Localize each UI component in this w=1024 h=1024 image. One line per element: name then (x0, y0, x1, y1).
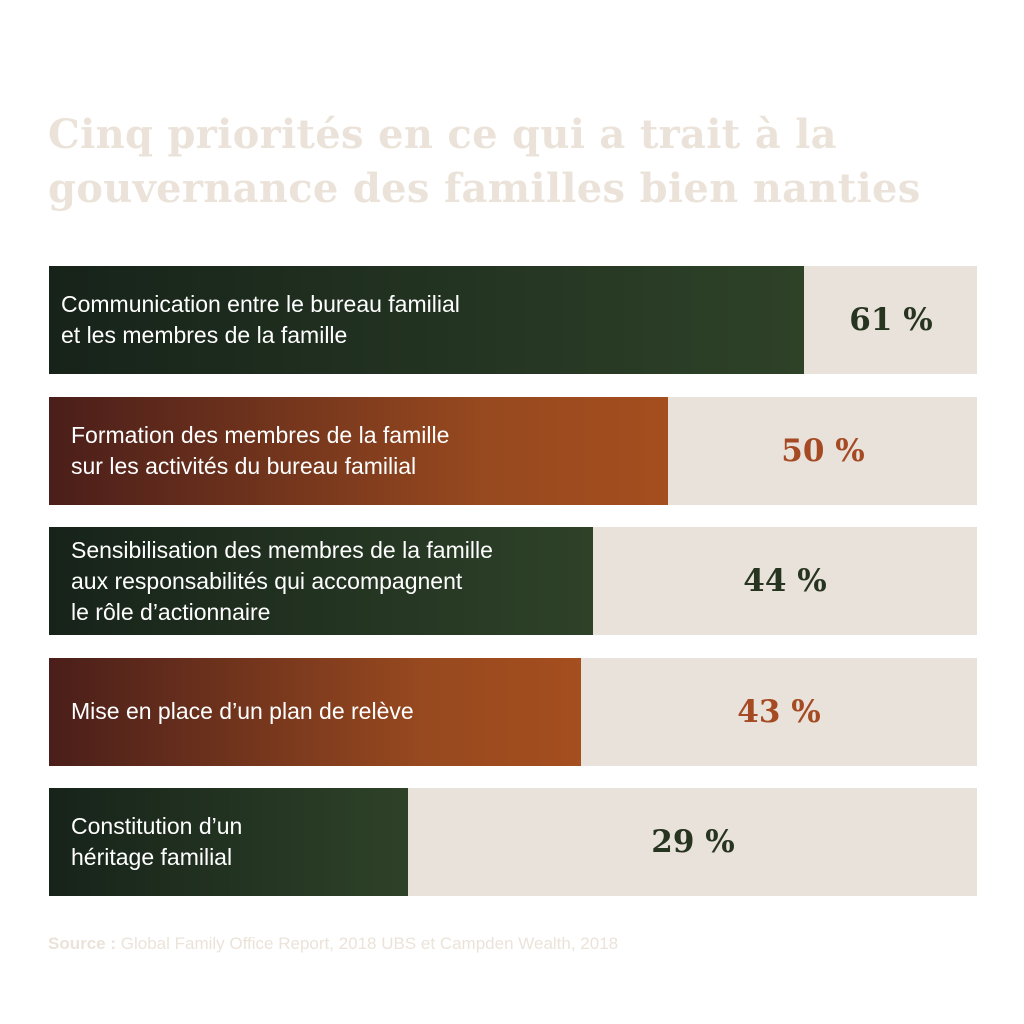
bar-category-label-line: Formation des membres de la famille (71, 421, 450, 448)
bar-category-label-line: le rôle d’actionnaire (71, 598, 271, 625)
chart-title-line-2: gouvernance des familles bien nanties (48, 165, 921, 212)
bar-value-label: 29 % (651, 824, 735, 860)
bar (49, 657, 581, 766)
bar (49, 266, 804, 374)
bar-row: Constitution d’un héritage familial 29 % (49, 788, 977, 896)
bar-category-label: Constitution d’un héritage familial (49, 788, 631, 896)
bar-value-label: 43 % (737, 693, 821, 730)
chart-title-line-1: Cinq priorités en ce qui a trait à la (48, 111, 837, 158)
chart-title: Cinq priorités en ce qui a trait à la go… (48, 108, 988, 216)
bar-category-label: Communication entre le bureau familial et… (49, 266, 621, 374)
bar-row: Communication entre le bureau familial et… (49, 266, 977, 374)
bar-category-label-line: Sensibilisation des membres de la famill… (71, 536, 493, 563)
bar-value-label: 44 % (743, 563, 827, 599)
bar-category-label-line: Mise en place d’un plan de relève (71, 698, 414, 724)
source-text: Global Family Office Report, 2018 UBS et… (120, 934, 619, 953)
bar (49, 527, 593, 635)
bar-category-label: Formation des membres de la famille sur l… (49, 397, 631, 505)
bar (49, 788, 408, 896)
bar-category-label-line: aux responsabilités qui accompagnent (71, 567, 463, 594)
bar-value-label: 50 % (781, 432, 865, 469)
bar (49, 396, 668, 505)
source-prefix: Source : (48, 934, 117, 953)
bar-row: Formation des membres de la famille sur l… (49, 396, 977, 505)
source-note: Source : Global Family Office Report, 20… (48, 934, 618, 954)
bar-category-label-line: Constitution d’un (71, 813, 243, 839)
bar-row: Mise en place d’un plan de relève 43 % (49, 657, 977, 766)
bar-value-label: 61 % (849, 302, 933, 338)
bar-category-label: Mise en place d’un plan de relève (49, 658, 631, 766)
bar-category-label-line: Communication entre le bureau familial (61, 291, 460, 317)
bar-category-label-line: héritage familial (71, 844, 233, 870)
bar-category-label-line: et les membres de la famille (61, 322, 348, 348)
bar-category-label-line: sur les activités du bureau familial (71, 452, 417, 479)
bar-row: Sensibilisation des membres de la famill… (49, 527, 977, 635)
bar-category-label: Sensibilisation des membres de la famill… (49, 527, 631, 635)
